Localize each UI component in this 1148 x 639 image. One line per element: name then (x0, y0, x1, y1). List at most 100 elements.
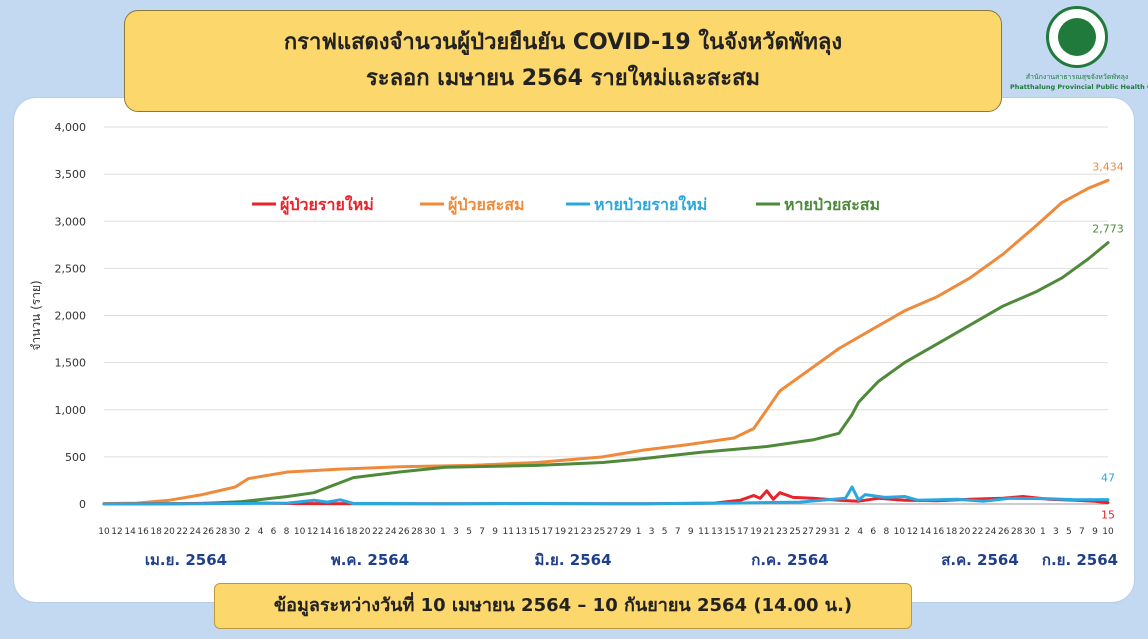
x-tick-label: 28 (411, 527, 423, 537)
x-tick-label: 7 (675, 527, 681, 537)
x-tick-label: 25 (594, 527, 605, 537)
x-tick-label: 11 (698, 527, 709, 537)
month-label: ก.ค. 2564 (751, 551, 828, 569)
y-tick-label: 4,000 (55, 121, 87, 134)
x-tick-label: 17 (542, 527, 553, 537)
x-tick-label: 10 (98, 527, 110, 537)
x-tick-label: 30 (1024, 527, 1036, 537)
legend-entry: ผู้ป่วยรายใหม่ (280, 195, 374, 216)
logo: สำนักงานสาธารณสุขจังหวัดพัทลุง Phatthalu… (1010, 4, 1148, 91)
x-tick-label: 24 (385, 527, 397, 537)
x-tick-label: 5 (662, 527, 668, 537)
x-tick-label: 25 (789, 527, 800, 537)
series-line (102, 241, 1110, 506)
y-tick-label: 2,000 (55, 310, 87, 323)
chart-title-line1: กราฟแสดงจำนวนผู้ป่วยยืนยัน COVID-19 ในจั… (283, 30, 843, 55)
x-tick-label: 6 (271, 527, 277, 537)
x-tick-label: 4 (258, 527, 264, 537)
x-tick-label: 10 (1102, 527, 1114, 537)
x-tick-label: 23 (581, 527, 592, 537)
ministry-seal-icon (1046, 6, 1108, 68)
x-tick-label: 16 (933, 527, 945, 537)
x-tick-label: 22 (972, 527, 983, 537)
y-tick-label: 3,000 (55, 215, 87, 228)
x-tick-label: 12 (907, 527, 918, 537)
x-tick-label: 13 (516, 527, 527, 537)
x-tick-label: 4 (857, 527, 863, 537)
x-tick-label: 10 (294, 527, 306, 537)
x-tick-label: 20 (163, 527, 175, 537)
x-tick-label: 9 (1092, 527, 1098, 537)
x-tick-label: 13 (711, 527, 722, 537)
x-tick-label: 22 (177, 527, 188, 537)
legend-entry: ผู้ป่วยสะสม (448, 195, 525, 216)
y-tick-label: 2,500 (55, 262, 87, 275)
series-end-label: 15 (1101, 509, 1115, 522)
x-tick-label: 18 (150, 527, 162, 537)
series-line (102, 178, 1110, 505)
x-tick-label: 16 (333, 527, 345, 537)
x-tick-label: 19 (555, 527, 567, 537)
x-tick-label: 12 (307, 527, 318, 537)
x-tick-label: 3 (453, 527, 459, 537)
x-tick-label: 11 (502, 527, 513, 537)
x-tick-label: 31 (828, 527, 839, 537)
month-label: ก.ย. 2564 (1042, 551, 1118, 569)
x-tick-label: 15 (724, 527, 735, 537)
chart-panel (14, 98, 1134, 602)
legend-entry: หายป่วยรายใหม่ (594, 195, 707, 214)
x-tick-label: 14 (920, 527, 932, 537)
x-tick-label: 8 (883, 527, 889, 537)
x-tick-label: 3 (1053, 527, 1059, 537)
data-range-note: ข้อมูลระหว่างวันที่ 10 เมษายน 2564 – 10 … (214, 583, 912, 629)
series-end-label: 2,773 (1092, 223, 1124, 236)
x-tick-label: 1 (636, 527, 642, 537)
x-tick-label: 7 (479, 527, 485, 537)
series-line (102, 485, 1110, 506)
x-tick-label: 20 (359, 527, 371, 537)
data-range-text: ข้อมูลระหว่างวันที่ 10 เมษายน 2564 – 10 … (273, 595, 853, 616)
x-tick-label: 1 (1040, 527, 1046, 537)
x-tick-label: 5 (466, 527, 472, 537)
x-tick-label: 2 (245, 527, 251, 537)
x-tick-label: 14 (320, 527, 332, 537)
x-tick-label: 29 (815, 527, 827, 537)
x-tick-label: 2 (844, 527, 850, 537)
x-tick-label: 29 (620, 527, 632, 537)
y-tick-label: 500 (65, 451, 86, 464)
chart-title-box: กราฟแสดงจำนวนผู้ป่วยยืนยัน COVID-19 ในจั… (124, 10, 1002, 112)
x-tick-label: 26 (203, 527, 215, 537)
x-tick-label: 28 (216, 527, 228, 537)
legend-entry: หายป่วยสะสม (784, 195, 880, 214)
x-tick-label: 21 (763, 527, 774, 537)
x-tick-label: 22 (372, 527, 383, 537)
month-label: ส.ค. 2564 (941, 551, 1019, 569)
x-tick-label: 30 (229, 527, 241, 537)
series-end-label: 47 (1101, 472, 1115, 485)
x-tick-label: 21 (568, 527, 579, 537)
x-tick-label: 27 (802, 527, 813, 537)
chart-title-line2: ระลอก เมษายน 2564 รายใหม่และสะสม (365, 66, 761, 91)
x-tick-label: 7 (1079, 527, 1085, 537)
y-tick-label: 3,500 (55, 168, 87, 181)
x-tick-label: 26 (398, 527, 410, 537)
x-tick-label: 24 (985, 527, 997, 537)
x-tick-label: 28 (1011, 527, 1023, 537)
x-tick-label: 12 (111, 527, 122, 537)
x-tick-label: 14 (124, 527, 136, 537)
x-tick-label: 26 (998, 527, 1010, 537)
y-tick-label: 0 (79, 498, 86, 511)
x-tick-label: 16 (137, 527, 149, 537)
logo-org-thai: สำนักงานสาธารณสุขจังหวัดพัทลุง (1025, 73, 1129, 81)
x-tick-label: 19 (750, 527, 762, 537)
logo-org-eng: Phatthalung Provincial Public Health Off… (1010, 83, 1148, 91)
x-tick-label: 3 (649, 527, 655, 537)
month-label: เม.ย. 2564 (145, 551, 227, 569)
y-axis-label: จำนวน (ราย) (29, 280, 43, 350)
series-end-label: 3,434 (1092, 160, 1124, 173)
x-tick-label: 18 (346, 527, 358, 537)
x-tick-label: 5 (1066, 527, 1072, 537)
x-tick-label: 1 (440, 527, 446, 537)
x-tick-label: 24 (190, 527, 202, 537)
